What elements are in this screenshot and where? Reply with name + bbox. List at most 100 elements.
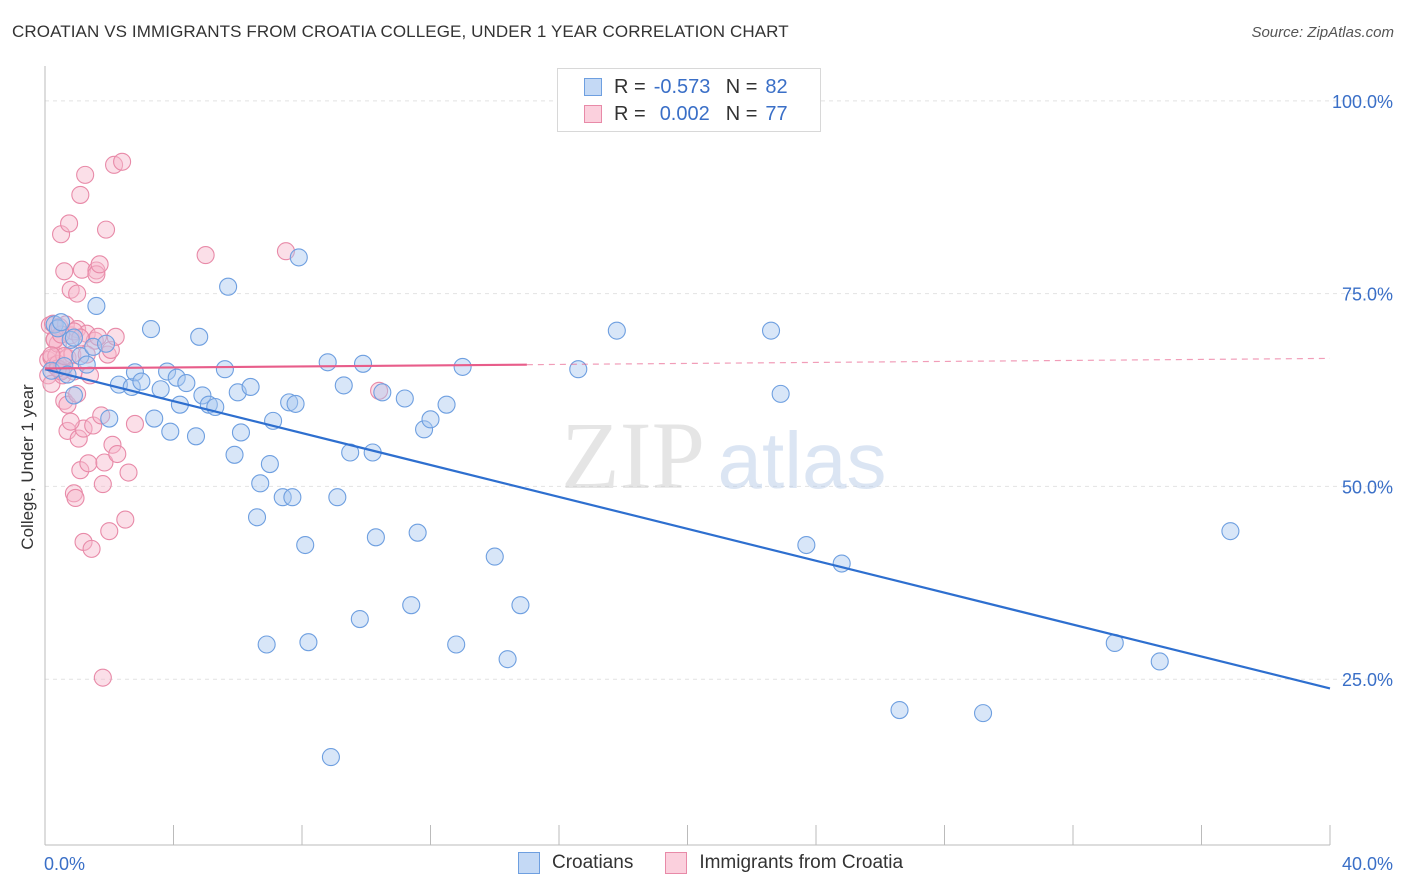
data-point — [82, 539, 101, 558]
data-point — [100, 409, 119, 428]
data-point — [366, 528, 385, 547]
data-point — [286, 394, 305, 413]
data-point — [511, 596, 530, 615]
data-point — [132, 372, 151, 391]
data-point — [225, 445, 244, 464]
watermark-zip: ZIP — [561, 402, 705, 509]
y-tick-label: 100.0% — [1332, 92, 1393, 112]
legend-label-immigrants: Immigrants from Croatia — [699, 852, 904, 873]
legend-r-label: R = — [614, 102, 646, 125]
chart-title: CROATIAN VS IMMIGRANTS FROM CROATIA COLL… — [12, 22, 789, 41]
data-point — [321, 748, 340, 767]
trend-line-immigrants-extension — [526, 357, 1331, 366]
data-point — [328, 488, 347, 507]
data-point — [353, 354, 373, 373]
axes — [44, 66, 1331, 846]
data-point — [87, 265, 106, 284]
data-point — [257, 635, 276, 654]
data-point — [167, 368, 186, 387]
data-point — [72, 260, 91, 279]
legend-row-immigrants: R = 0.002 N = 77 — [584, 102, 788, 126]
legend-swatch-pink — [665, 852, 688, 874]
legend-row-croatians: R = -0.573 N = 82 — [584, 75, 788, 99]
data-point — [68, 284, 87, 303]
data-point — [569, 360, 588, 379]
data-point — [196, 246, 215, 265]
data-point — [68, 384, 87, 403]
watermark-atlas: atlas — [718, 416, 887, 505]
data-point — [498, 650, 517, 669]
legend-label-croatians: Croatians — [552, 852, 634, 873]
data-point — [890, 700, 909, 720]
data-point — [771, 384, 790, 403]
data-point — [1221, 522, 1240, 541]
data-point — [141, 320, 161, 339]
data-point — [299, 633, 318, 652]
data-point — [350, 610, 369, 629]
legend-swatch-blue — [518, 852, 540, 874]
data-point — [289, 248, 308, 267]
data-point — [415, 420, 434, 439]
trend-lines — [44, 357, 1331, 690]
data-point — [437, 395, 456, 414]
data-point — [61, 412, 80, 431]
data-point — [64, 328, 83, 347]
chart-source: Source: ZipAtlas.com — [1251, 24, 1394, 41]
data-point — [87, 296, 106, 316]
data-point — [64, 386, 83, 405]
data-point — [103, 435, 122, 454]
data-point — [113, 152, 132, 171]
data-point — [100, 522, 119, 541]
data-point — [370, 381, 389, 400]
data-point — [161, 422, 180, 441]
x-tick-label-min: 0.0% — [44, 854, 85, 874]
data-point — [280, 393, 299, 412]
data-point — [95, 453, 114, 472]
data-point — [973, 704, 993, 723]
data-point — [90, 255, 109, 274]
x-tick-label-max: 40.0% — [1342, 854, 1393, 874]
grid-lines — [45, 100, 1392, 680]
data-point — [61, 330, 80, 349]
legend-r-value: 0.002 — [659, 102, 710, 125]
data-point — [761, 321, 781, 340]
data-point — [60, 214, 79, 233]
data-point — [453, 357, 472, 376]
legend-item-immigrants: Immigrants from Croatia — [665, 852, 903, 874]
y-axis-label: College, Under 1 year — [18, 384, 37, 550]
data-point — [408, 523, 427, 542]
data-point — [77, 355, 96, 374]
data-point — [607, 321, 626, 340]
data-point — [79, 454, 98, 473]
data-point — [116, 510, 135, 529]
data-point — [177, 374, 196, 393]
legend-n-value: 77 — [765, 102, 788, 125]
legend-r-value: -0.573 — [653, 75, 711, 98]
data-point — [247, 508, 267, 527]
y-tick-label: 50.0% — [1342, 477, 1393, 497]
data-point — [52, 313, 71, 332]
legend-n-label: N = — [725, 102, 758, 125]
data-point — [66, 488, 85, 508]
data-point — [296, 535, 315, 555]
watermark: ZIP atlas — [561, 402, 886, 509]
data-point — [76, 165, 95, 184]
series-legend: Croatians Immigrants from Croatia — [518, 852, 935, 874]
data-point — [447, 635, 466, 654]
data-point — [42, 346, 61, 365]
legend-item-croatians: Croatians — [518, 852, 633, 874]
data-point — [373, 383, 392, 402]
trend-line-immigrants — [44, 363, 527, 370]
data-point — [215, 360, 234, 379]
data-point — [151, 380, 170, 399]
data-point — [145, 409, 164, 428]
data-point — [69, 429, 88, 448]
data-point — [395, 389, 414, 408]
data-point — [125, 414, 144, 434]
legend-n-label: N = — [725, 75, 758, 98]
data-point — [96, 334, 116, 353]
data-point — [273, 488, 292, 507]
data-point — [421, 410, 440, 429]
immigrants-points — [39, 152, 389, 687]
data-point — [108, 444, 127, 464]
